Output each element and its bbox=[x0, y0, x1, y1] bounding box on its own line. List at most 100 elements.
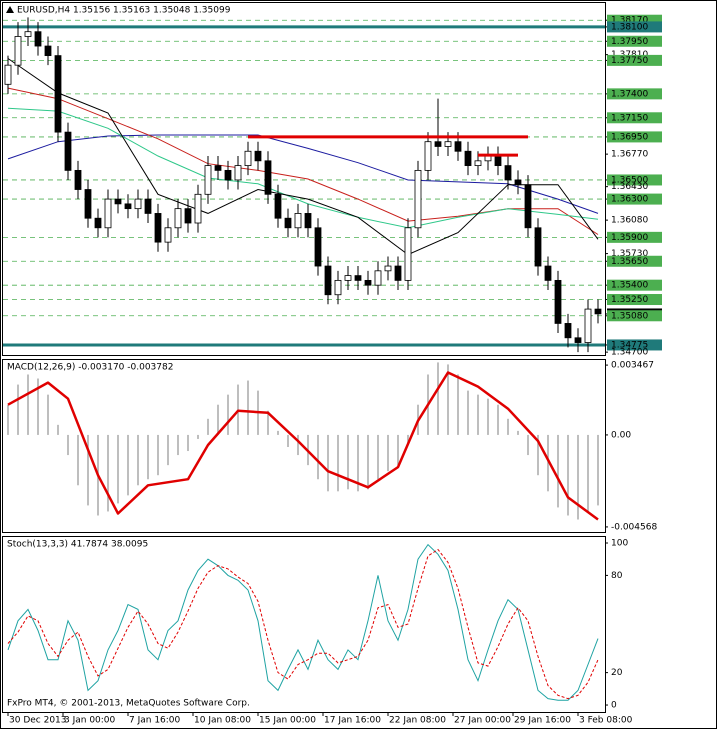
y-tick-label: 80 bbox=[611, 571, 623, 581]
macd-signal bbox=[7, 371, 599, 521]
candle-body bbox=[324, 265, 332, 296]
y-tick-label: 20 bbox=[611, 668, 623, 678]
y-tick-label: 1.36300 bbox=[611, 195, 648, 205]
candle-body bbox=[184, 208, 192, 224]
y-tick-label-bg bbox=[607, 35, 662, 47]
candle-body bbox=[394, 265, 402, 281]
y-tick-label: 0 bbox=[611, 701, 617, 711]
price-title: EURUSD,H4 1.35156 1.35163 1.35048 1.3509… bbox=[17, 6, 231, 16]
candle-body bbox=[114, 198, 122, 205]
candle-body bbox=[54, 55, 62, 133]
stoch-main bbox=[7, 543, 599, 701]
x-tick-label: 3 Jan 00:00 bbox=[64, 716, 116, 726]
y-tick-label: 1.37950 bbox=[611, 37, 648, 47]
y-tick-label: -0.004568 bbox=[611, 522, 657, 532]
candle-body bbox=[144, 198, 152, 214]
candle-body bbox=[264, 160, 272, 195]
candle-body bbox=[574, 337, 582, 343]
candle-body bbox=[194, 193, 202, 224]
candle-body bbox=[524, 184, 532, 229]
y-tick-label-bg bbox=[607, 174, 662, 186]
candle-body bbox=[464, 150, 472, 167]
candle-body bbox=[4, 64, 12, 85]
y-tick-label: 1.36080 bbox=[611, 216, 648, 226]
x-tick-label: 27 Jan 00:00 bbox=[454, 716, 511, 726]
candle-body bbox=[124, 203, 132, 210]
symbol-icon bbox=[6, 6, 14, 13]
candle-body bbox=[544, 265, 552, 281]
y-tick-label-bg bbox=[607, 294, 662, 306]
y-tick-label: 0.00 bbox=[611, 430, 631, 440]
candle-body bbox=[94, 217, 102, 229]
y-tick-label: 1.36430 bbox=[611, 182, 648, 192]
x-tick-label: 30 Dec 2013 bbox=[9, 716, 67, 726]
candle-body bbox=[154, 213, 162, 243]
y-tick-label: 1.36770 bbox=[611, 150, 648, 160]
y-tick-label-bg bbox=[607, 131, 662, 143]
candle-body bbox=[444, 141, 452, 147]
candle-body bbox=[284, 217, 292, 229]
y-tick-label: 1.35730 bbox=[611, 249, 648, 259]
y-tick-label-bg bbox=[607, 279, 662, 291]
y-tick-label: 1.35900 bbox=[611, 233, 648, 243]
candle-body bbox=[504, 165, 512, 181]
macd-panel bbox=[2, 359, 606, 533]
y-tick-label: 0.003467 bbox=[611, 361, 654, 371]
candle-body bbox=[244, 150, 252, 167]
candle-body bbox=[104, 198, 112, 229]
candle-body bbox=[34, 31, 42, 47]
y-tick-label: 1.37750 bbox=[611, 56, 648, 66]
candle-body bbox=[384, 265, 392, 272]
candle-body bbox=[404, 227, 412, 281]
candle-body bbox=[294, 213, 302, 229]
x-tick-label: 29 Jan 16:00 bbox=[514, 716, 571, 726]
candle-body bbox=[434, 141, 442, 147]
candle-body bbox=[174, 208, 182, 229]
x-tick-label: 10 Jan 08:00 bbox=[194, 716, 251, 726]
candle-body bbox=[354, 275, 362, 281]
y-tick-label: 1.37150 bbox=[611, 113, 648, 123]
stoch-panel bbox=[2, 536, 606, 713]
x-tick-label: 22 Jan 08:00 bbox=[389, 716, 446, 726]
candle-body bbox=[494, 155, 502, 167]
candle-body bbox=[44, 45, 52, 57]
y-tick-label: 1.37400 bbox=[611, 89, 648, 99]
candle-body bbox=[214, 165, 222, 171]
y-tick-label: 1.34775 bbox=[611, 340, 648, 350]
y-tick-label: 1.36950 bbox=[611, 132, 648, 142]
y-tick-label: 1.35400 bbox=[611, 281, 648, 291]
price-panel bbox=[2, 2, 606, 356]
candle-body bbox=[314, 227, 322, 267]
x-tick-label: 3 Feb 08:00 bbox=[579, 716, 633, 726]
y-tick-label-bg bbox=[607, 88, 662, 100]
y-tick-label: 1.38100 bbox=[611, 22, 648, 32]
candle-body bbox=[304, 213, 312, 229]
candle-body bbox=[134, 198, 142, 210]
macd-title: MACD(12,26,9) -0.003170 -0.003782 bbox=[7, 363, 173, 373]
candle-body bbox=[564, 323, 572, 339]
candle-body bbox=[474, 160, 482, 167]
candle-body bbox=[204, 165, 212, 195]
y-tick-label-bg bbox=[607, 339, 662, 351]
y-tick-label: 1.38170 bbox=[611, 16, 648, 26]
candle-body bbox=[274, 193, 282, 219]
y-tick-label-bg bbox=[607, 231, 662, 243]
candle-body bbox=[234, 165, 242, 181]
y-tick-label-bg bbox=[607, 21, 662, 33]
x-tick-label: 17 Jan 16:00 bbox=[324, 716, 381, 726]
candle-body bbox=[554, 279, 562, 324]
candle-body bbox=[254, 150, 262, 162]
y-tick-label-bg bbox=[607, 54, 662, 66]
candle-body bbox=[484, 155, 492, 162]
stoch-signal bbox=[7, 548, 599, 700]
y-tick-label: 1.36500 bbox=[611, 175, 648, 185]
candle-body bbox=[584, 308, 592, 343]
y-tick-label-bg bbox=[607, 310, 662, 322]
candle-body bbox=[164, 227, 172, 243]
y-tick-label-bg bbox=[607, 193, 662, 205]
marks: 1.381701.381001.379501.378101.377501.374… bbox=[3, 14, 662, 726]
y-tick-label: 1.34700 bbox=[611, 348, 648, 358]
candle-body bbox=[74, 169, 82, 190]
